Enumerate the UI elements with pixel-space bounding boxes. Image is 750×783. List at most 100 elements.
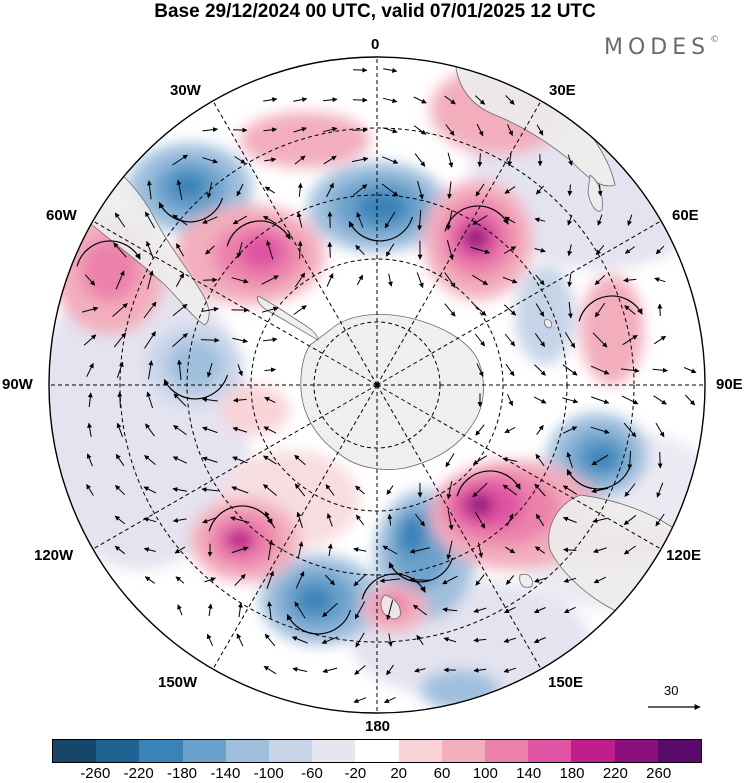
wind-vector <box>563 577 577 583</box>
wind-vector <box>385 243 395 257</box>
wind-vector <box>477 153 483 168</box>
wind-vector <box>505 575 515 585</box>
wind-vector <box>383 696 396 704</box>
wind-vector <box>504 246 517 254</box>
wind-vector <box>202 456 218 463</box>
circulation-arc <box>158 197 224 223</box>
wind-vector <box>567 184 573 196</box>
wind-vector <box>143 301 157 319</box>
wind-vector <box>473 667 487 673</box>
wind-vector <box>355 485 365 495</box>
lon-label-150e: 150E <box>548 674 584 691</box>
meridian-120w <box>92 384 378 550</box>
wind-vector <box>656 482 664 498</box>
meridian-30w <box>212 100 378 386</box>
wind-vector <box>620 368 640 374</box>
wind-vector <box>201 397 218 403</box>
wind-vector <box>263 426 277 434</box>
wind-vector <box>535 274 545 286</box>
wind-vector <box>504 606 516 614</box>
wind-vector <box>653 395 667 405</box>
kerguelen <box>543 319 553 329</box>
wind-vector <box>232 456 248 464</box>
wind-vector <box>503 304 517 316</box>
wind-vector <box>416 272 424 289</box>
wind-vector <box>294 483 306 497</box>
lon-label-120w: 120W <box>34 547 74 564</box>
wind-vector <box>535 303 545 317</box>
meridian-150w <box>212 384 378 670</box>
meridian-30e <box>376 100 542 386</box>
wind-vector <box>232 337 248 344</box>
reference-vector-arrow <box>648 704 701 710</box>
modes-logo: MODES© <box>604 35 719 60</box>
map-title: Base 29/12/2024 00 UTC, valid 07/01/2025… <box>154 1 596 22</box>
wind-vector <box>84 274 96 286</box>
wind-vector <box>507 154 513 167</box>
wind-vector <box>387 513 393 526</box>
wind-vector <box>381 183 399 197</box>
circulation-arc <box>226 220 291 247</box>
wind-vector <box>296 211 303 228</box>
wind-vector <box>382 127 398 134</box>
wind-vector <box>562 516 577 523</box>
wind-vector <box>86 483 94 496</box>
wind-vector <box>175 576 185 584</box>
colorbar-swatch <box>614 740 658 762</box>
colorbar-swatch <box>139 740 183 762</box>
wind-vector <box>237 602 243 618</box>
wind-vector <box>352 156 369 163</box>
wind-vector <box>294 272 306 288</box>
graticule <box>49 57 705 713</box>
wind-vector <box>591 454 609 466</box>
colorbar-tick-label: -100 <box>253 765 284 782</box>
wind-vector <box>144 455 156 465</box>
antarctic-peninsula <box>256 295 319 341</box>
meridian-60e <box>376 220 662 386</box>
wind-vector <box>415 513 425 527</box>
anomaly-negative-center <box>398 515 426 555</box>
wind-vector <box>505 363 515 377</box>
wind-vector <box>684 394 696 406</box>
colorbar-swatch <box>96 740 140 762</box>
wind-vector <box>591 396 610 404</box>
south-pole-marker <box>374 382 380 388</box>
wind-vector <box>354 665 366 675</box>
wind-vector <box>147 270 154 290</box>
colorbar-tick-label: 20 <box>390 765 407 782</box>
colorbar-tick-label: 220 <box>602 765 628 782</box>
wind-vector <box>81 306 99 313</box>
wind-vector <box>115 270 125 290</box>
wind-vector <box>293 305 307 315</box>
wind-vector <box>413 96 427 104</box>
wind-vector <box>474 511 486 529</box>
colorbar-tick-label: -260 <box>80 765 111 782</box>
colorbar-tick-label: -140 <box>210 765 241 782</box>
circulation-arc <box>388 557 454 583</box>
wind-vector <box>261 306 279 313</box>
wind-vector <box>297 182 303 197</box>
wind-vector <box>386 485 394 495</box>
wind-vector <box>263 455 277 465</box>
wind-vector <box>353 573 367 587</box>
wind-vector <box>262 337 278 343</box>
wind-vector <box>205 245 215 255</box>
antarctica <box>300 314 484 470</box>
wind-vector <box>590 365 610 375</box>
wind-vector <box>353 67 368 73</box>
wind-vector <box>202 216 218 224</box>
wind-vector <box>294 601 306 619</box>
wind-vector <box>562 485 578 495</box>
lon-label-30w: 30W <box>170 82 201 99</box>
wind-vector <box>534 333 546 348</box>
wind-vector <box>354 600 366 620</box>
lon-label-90e: 90E <box>716 376 743 393</box>
wind-vector <box>594 302 606 318</box>
logo-text: MODES <box>604 35 711 60</box>
wind-vector <box>352 184 368 196</box>
wind-vector <box>231 546 249 554</box>
wind-vector <box>116 422 123 437</box>
wind-vector <box>143 517 157 523</box>
wind-vector <box>535 185 545 195</box>
wind-vector <box>444 95 456 105</box>
